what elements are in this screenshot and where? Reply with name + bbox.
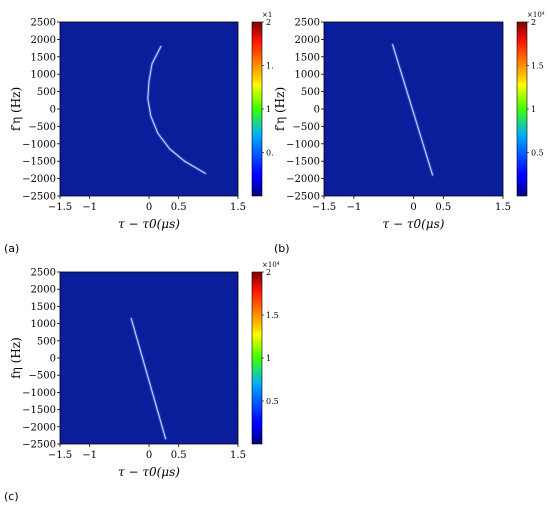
- colorbar-tick-label: 1: [266, 105, 271, 114]
- x-tick-label: −1.5: [312, 202, 336, 213]
- colorbar-tick-label: 1.5: [266, 311, 279, 320]
- x-axis-label: τ − τ0(μs): [383, 217, 445, 231]
- y-tick-label: 500: [37, 336, 56, 347]
- y-tick-label: −500: [293, 122, 320, 133]
- x-tick-label: −1: [82, 202, 97, 213]
- colorbar-exponent: ×10⁴: [527, 11, 545, 19]
- trace-line: [147, 45, 206, 174]
- x-tick-label: −1: [82, 450, 97, 461]
- y-tick-label: −2000: [22, 422, 56, 433]
- x-tick-label: 0: [410, 202, 416, 213]
- y-tick-label: 2500: [31, 18, 56, 29]
- heatmap-panel-2: −1.5 −1 0 0.5 1.5 2500 2000 1500 1000 500 0 −500 −10…: [273, 11, 545, 255]
- y-tick-label: 500: [37, 87, 56, 98]
- y-tick-label: 2000: [295, 35, 320, 46]
- panel-label: (c): [4, 490, 19, 503]
- y-tick-label: 2000: [31, 285, 56, 296]
- y-tick-label: 1500: [295, 52, 320, 63]
- y-tick-label: −1500: [286, 157, 320, 168]
- y-tick-label: −2500: [22, 440, 56, 451]
- trace-line: [392, 44, 434, 176]
- heatmap-area: [60, 272, 238, 444]
- y-tick-label: −2500: [286, 192, 320, 203]
- x-tick-label: 0.5: [435, 202, 451, 213]
- y-tick-label: 1500: [31, 52, 56, 63]
- colorbar: [251, 21, 263, 197]
- y-tick-label: 0: [50, 105, 56, 116]
- colorbar-tick-label: 0.: [266, 149, 274, 158]
- heatmap-area: [324, 22, 503, 196]
- y-tick-label: 0: [50, 354, 56, 365]
- x-tick-label: −1.5: [48, 450, 72, 461]
- y-tick-label: 2000: [31, 35, 56, 46]
- y-tick-label: 1500: [31, 302, 56, 313]
- heatmap-panel-3: −1.5 −1 0 0.5 1.5 2500 2000 1500 1000 500 0 −500 −10…: [4, 261, 280, 503]
- y-tick-label: −1000: [22, 388, 56, 399]
- y-tick-label: 1000: [31, 70, 56, 81]
- colorbar-tick-label: 2: [266, 18, 271, 27]
- y-tick-label: 2500: [295, 18, 320, 29]
- x-tick-label: −1: [346, 202, 361, 213]
- colorbar-tick-label: 2: [531, 18, 536, 27]
- y-tick-label: 0: [314, 105, 320, 116]
- colorbar-exponent: ×10⁴: [262, 261, 280, 269]
- y-tick-label: −1000: [22, 139, 56, 150]
- x-axis-label: τ − τ0(μs): [118, 217, 180, 231]
- colorbar-tick-label: 0.5: [531, 149, 544, 158]
- y-tick-label: 500: [301, 87, 320, 98]
- y-tick-label: −1000: [286, 139, 320, 150]
- y-tick-label: 1000: [295, 70, 320, 81]
- y-tick-label: −500: [29, 371, 56, 382]
- x-axis-label: τ − τ0(μs): [118, 465, 180, 479]
- trace-line: [130, 317, 167, 440]
- x-tick-label: 1.5: [230, 202, 246, 213]
- panel-label: (a): [4, 242, 19, 255]
- x-tick-label: 0.5: [171, 202, 187, 213]
- colorbar-exponent: ×1: [262, 11, 272, 19]
- colorbar-tick-label: 1.: [266, 62, 274, 71]
- x-tick-label: −1.5: [48, 202, 72, 213]
- y-axis-label: fη (Hz): [9, 337, 23, 379]
- x-tick-label: 1.5: [495, 202, 511, 213]
- x-tick-label: 1.5: [230, 450, 246, 461]
- panel-label: (b): [274, 242, 290, 255]
- y-tick-label: −1500: [22, 405, 56, 416]
- colorbar-tick-label: 1: [531, 105, 536, 114]
- y-axis-label: f′η (Hz): [9, 87, 23, 131]
- y-tick-label: −2000: [286, 174, 320, 185]
- colorbar: [251, 271, 263, 445]
- colorbar: [516, 21, 528, 197]
- colorbar-tick-label: 0.5: [266, 397, 279, 406]
- x-tick-label: 0: [146, 450, 152, 461]
- x-tick-label: 0: [146, 202, 152, 213]
- y-tick-label: −2000: [22, 174, 56, 185]
- colorbar-tick-label: 1: [266, 354, 271, 363]
- y-tick-label: −2500: [22, 192, 56, 203]
- y-tick-label: 1000: [31, 319, 56, 330]
- colorbar-tick-label: 2: [266, 268, 271, 277]
- y-axis-label: f′η (Hz): [273, 87, 287, 131]
- y-tick-label: −1500: [22, 157, 56, 168]
- x-tick-label: 0.5: [171, 450, 187, 461]
- colorbar-tick-label: 1.5: [531, 62, 544, 71]
- heatmap-panel-1: −1.5 −1 0 0.5 1.5 2500 2000 1500 1000 500 0 −500 −10…: [4, 11, 274, 255]
- y-tick-label: −500: [29, 122, 56, 133]
- y-tick-label: 2500: [31, 268, 56, 279]
